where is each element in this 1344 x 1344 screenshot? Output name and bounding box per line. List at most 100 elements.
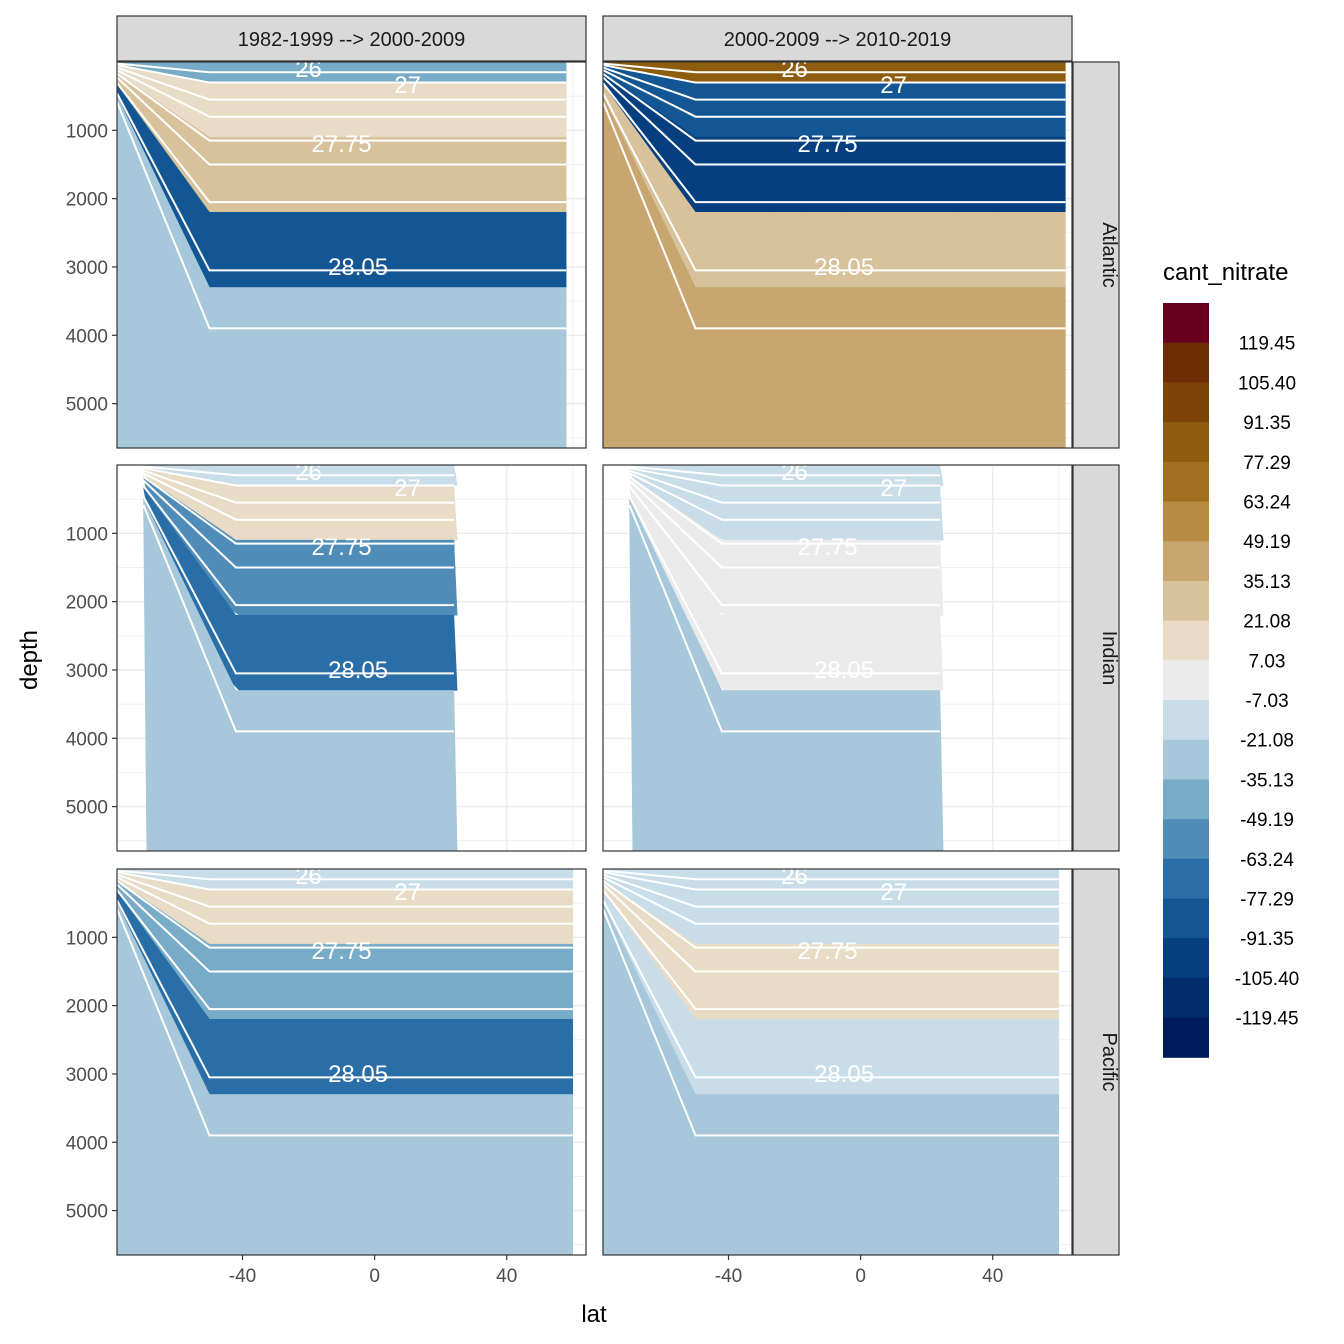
isopycnal-line <box>629 465 940 477</box>
legend-label: -21.08 <box>1240 731 1294 752</box>
legend-label: 63.24 <box>1243 493 1291 514</box>
isopycnal-line <box>117 879 573 949</box>
legend-swatch <box>1163 819 1209 860</box>
isopycnal-label: 27.75 <box>798 131 858 158</box>
isopycnal-lines <box>603 869 1059 1137</box>
legend-label: -119.45 <box>1235 1009 1298 1030</box>
isopycnal-line <box>117 889 573 1011</box>
y-tick-label: 3000 <box>66 1065 108 1086</box>
column-strip-label: 2000-2009 --> 2010-2019 <box>724 29 951 51</box>
legend-swatch <box>1163 303 1209 344</box>
legend-swatch <box>1163 461 1209 502</box>
isopycnal-line <box>117 69 567 118</box>
legend-label: -63.24 <box>1240 850 1294 871</box>
isopycnal-line <box>603 76 1066 166</box>
isopycnal-line <box>603 883 1059 973</box>
isopycnal-label: 27 <box>394 475 421 502</box>
x-axis-title: lat <box>581 1301 607 1328</box>
y-tick-label: 4000 <box>66 326 108 347</box>
legend-swatch <box>1163 660 1209 701</box>
panel-border <box>602 464 1073 852</box>
isopycnal-label: 27 <box>394 72 421 99</box>
isopycnal-label: 26 <box>295 863 322 890</box>
isopycnal-lines <box>603 62 1066 330</box>
isopycnal-lines <box>628 465 940 733</box>
isopycnal-line <box>117 876 573 925</box>
legend-swatch <box>1163 739 1209 780</box>
isopycnal-line <box>117 869 573 881</box>
facet-strips: 1982-1999 --> 2000-2009 2000-2009 --> 201… <box>116 15 1120 1256</box>
isopycnal-line <box>628 479 940 569</box>
isopycnal-label: 26 <box>295 459 322 486</box>
legend-label: -105.40 <box>1235 969 1299 990</box>
legend-label: -35.13 <box>1240 770 1294 791</box>
row-strip-label: Pacific <box>1098 1033 1120 1092</box>
legend-swatch <box>1163 501 1209 542</box>
isopycnal-label: 28.05 <box>814 254 874 281</box>
isopycnal-line <box>142 485 454 607</box>
isopycnal-lines <box>142 465 454 733</box>
isopycnal-line <box>142 504 454 733</box>
isopycnal-label: 27 <box>394 879 421 906</box>
row-strip <box>1072 61 1120 449</box>
isopycnal-line <box>117 62 567 74</box>
panel-border <box>602 868 1073 1256</box>
filled-contours <box>629 465 944 851</box>
panel-border <box>116 61 587 449</box>
legend-swatch <box>1163 382 1209 423</box>
isopycnal-label: 27.75 <box>312 131 372 158</box>
legend-swatch <box>1163 422 1209 463</box>
isopycnal-line <box>628 485 940 607</box>
isopycnal-line <box>629 467 940 487</box>
isopycnal-line <box>143 467 454 487</box>
contour-band-bottom <box>117 902 574 1255</box>
axes: 1000200030004000500010002000300040005000… <box>66 121 1004 1287</box>
legend-swatch <box>1163 858 1209 899</box>
y-tick-label: 3000 <box>66 258 108 279</box>
y-axis-title: depth <box>16 630 43 690</box>
y-tick-label: 1000 <box>66 928 108 949</box>
y-tick-label: 1000 <box>66 121 108 142</box>
isopycnal-line <box>603 899 1059 1079</box>
isopycnal-line <box>142 472 454 521</box>
isopycnal-line <box>142 475 454 545</box>
isopycnal-line <box>117 899 573 1079</box>
isopycnal-line <box>117 66 567 101</box>
isopycnal-label: 26 <box>781 459 808 486</box>
isopycnal-label: 26 <box>781 863 808 890</box>
legend-label: 7.03 <box>1249 651 1286 672</box>
y-tick-label: 2000 <box>66 593 108 614</box>
legend-label: 35.13 <box>1243 572 1291 593</box>
legend-swatch <box>1163 779 1209 820</box>
isopycnal-label: 28.05 <box>328 1061 388 1088</box>
isopycnal-line <box>117 92 567 272</box>
legend-label: 91.35 <box>1243 413 1291 434</box>
panel-border <box>602 61 1073 449</box>
x-tick-label: -40 <box>229 1266 256 1287</box>
contour-band-bottom <box>629 498 944 851</box>
y-tick-label: 5000 <box>66 395 108 416</box>
isopycnal-line <box>603 101 1066 330</box>
legend-label: 119.45 <box>1239 334 1296 355</box>
y-tick-label: 5000 <box>66 1202 108 1223</box>
row-strip-label: Indian <box>1098 631 1120 686</box>
isopycnal-line <box>628 472 940 521</box>
y-tick-label: 2000 <box>66 190 108 211</box>
isopycnal-line <box>117 76 567 166</box>
legend-swatch <box>1163 580 1209 622</box>
contour-band-bottom <box>603 902 1060 1255</box>
legend-label: -91.35 <box>1240 929 1294 950</box>
filled-contours <box>603 869 1060 1255</box>
isopycnal-line <box>603 908 1059 1137</box>
column-strip <box>116 15 587 62</box>
legend-label: -49.19 <box>1240 810 1294 831</box>
y-tick-label: 2000 <box>66 997 108 1018</box>
isopycnal-label: 27.75 <box>312 938 372 965</box>
isopycnal-line <box>117 883 573 973</box>
isopycnal-line <box>117 72 567 142</box>
x-tick-label: 0 <box>369 1266 380 1287</box>
filled-contours <box>143 465 458 851</box>
column-strip-label: 1982-1999 --> 2000-2009 <box>238 29 465 51</box>
isopycnal-label: 28.05 <box>328 254 388 281</box>
